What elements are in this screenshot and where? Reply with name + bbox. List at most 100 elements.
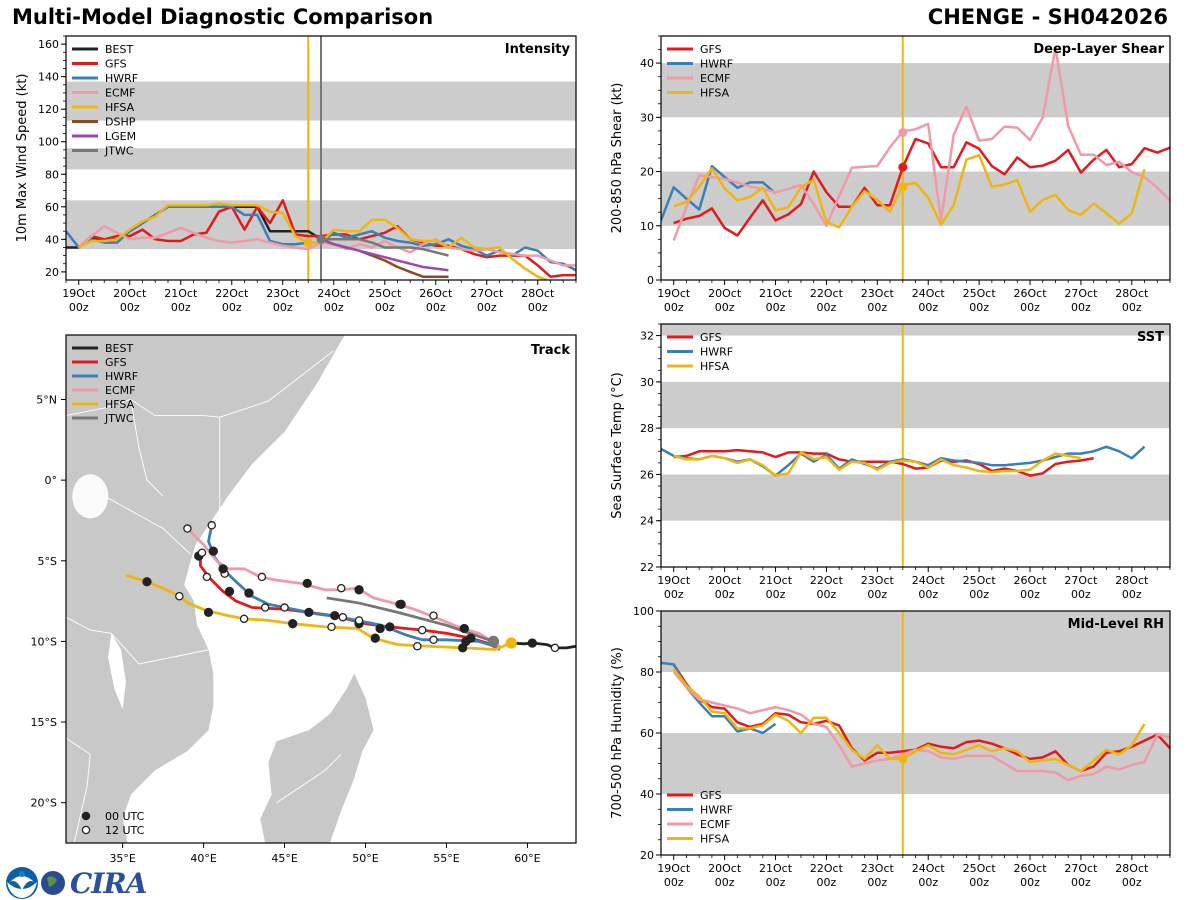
y-tick-label-intensity: 140 [38,71,59,84]
x-tick-label-intensity: 27Oct [470,287,504,300]
x-tick-sublabel-intensity: 00z [171,301,191,314]
marker-intensity-jtwc [316,234,326,244]
series-line-intensity-hfsa [78,202,550,280]
legend-label-hfsa: HFSA [700,87,730,100]
legend-label-dshp: DSHP [105,116,136,129]
y-tick-label-shear: 0 [647,274,654,287]
map-layer [66,335,576,843]
track-point-ecmf-open [197,548,207,557]
y-axis-label-rh: 700-500 hPa Humidity (%) [610,647,625,819]
x-tick-sublabel-rh: 00z [867,876,887,889]
x-tick-sublabel-intensity: 00z [120,301,140,314]
x-tick-label-sst: 22Oct [810,574,844,587]
legend-label-best: BEST [105,43,133,56]
x-tick-label-shear: 21Oct [759,287,793,300]
x-tick-sublabel-shear: 00z [1122,301,1142,314]
panel-title-track: Track [531,343,570,358]
y-axis-label-sst: Sea Surface Temp (°C) [610,372,625,519]
x-tick-label-sst: 25Oct [963,574,997,587]
x-tick-label-sst: 24Oct [912,574,946,587]
legend-label-hfsa: HFSA [700,833,730,846]
x-tick-label-shear: 20Oct [708,287,742,300]
x-tick-sublabel-rh: 00z [1020,876,1040,889]
panel-sst: 22242628303219Oct00z20Oct00z21Oct00z22Oc… [610,323,1171,601]
series-line-sst-gfs [673,448,1094,477]
y-axis-label-intensity: 10m Max Wind Speed (kt) [15,74,30,243]
x-tick-label-sst: 21Oct [759,574,793,587]
y-tick-label-shear: 20 [640,166,654,179]
y-tick-label-intensity: 40 [45,233,59,246]
panel-rh: 2040608010019Oct00z20Oct00z21Oct00z22Oct… [610,605,1171,889]
legend-label-ecmf: ECMF [105,87,135,100]
track-point-hfsa-filled [288,619,298,629]
series-line-shear-gfs [673,137,1170,237]
y-tick-label-rh: 60 [640,727,654,740]
x-tick-label-rh: 20Oct [708,862,742,875]
x-tick-label-rh: 23Oct [861,862,895,875]
legend-label-gfs: GFS [700,789,722,802]
x-tick-label-shear: 25Oct [963,287,997,300]
filled-dot-icon [81,811,91,821]
y-tick-label-track: 0° [45,474,58,487]
x-tick-sublabel-rh: 00z [1071,876,1091,889]
x-tick-label-sst: 27Oct [1064,574,1098,587]
x-tick-label-shear: 23Oct [861,287,895,300]
legend-label-hfsa: HFSA [700,360,730,373]
y-tick-label-rh: 100 [633,605,654,618]
x-tick-sublabel-sst: 00z [1071,588,1091,601]
x-tick-label-shear: 24Oct [912,287,946,300]
open-dot-icon [81,825,91,835]
track-point-hfsa-open [175,592,184,601]
x-tick-label-rh: 28Oct [1115,862,1149,875]
track-point-ecmf-filled [302,578,312,589]
x-tick-sublabel-intensity: 00z [324,301,344,314]
band-shear-1 [661,63,1170,118]
series-line-intensity-jtwc [321,238,449,257]
track-point-hwrf-open [354,616,364,625]
x-tick-label-sst: 19Oct [657,574,691,587]
x-tick-label-rh: 21Oct [759,862,793,875]
track-point-hwrf-filled [375,623,385,634]
track-point-gfs-filled [224,586,235,597]
track-point-hfsa-filled [203,607,214,618]
track-point-gfs-filled [330,610,340,621]
x-tick-label-intensity: 28Oct [521,287,555,300]
panel-intensity: 2040608010012014016019Oct00z20Oct00z21Oc… [15,35,577,314]
x-tick-label-intensity: 26Oct [419,287,453,300]
x-tick-label-intensity: 22Oct [215,287,249,300]
track-point-hwrf-filled [244,588,254,598]
y-tick-label-shear: 10 [640,220,654,233]
marker-shear-gfs [898,162,908,172]
lake-malawi [108,633,126,710]
track-point-ecmf-filled [396,599,406,609]
series-group-intensity [66,199,576,280]
y-tick-label-track: 5°S [38,555,57,568]
y-tick-label-sst: 22 [640,561,654,574]
x-tick-sublabel-intensity: 00z [477,301,497,314]
y-tick-label-sst: 28 [640,422,654,435]
band-sst-0 [661,474,1170,521]
border-line [130,399,164,497]
y-tick-label-sst: 24 [640,515,654,528]
track-point-ecmf-filled [354,585,364,595]
legend-label-gfs: GFS [105,58,127,71]
y-tick-label-rh: 20 [640,849,654,862]
track-point-hfsa-open [327,622,336,632]
marker-shear-hfsa [898,182,908,192]
legend-label-hfsa: HFSA [105,398,135,411]
border-line [276,753,342,804]
track-point-gfs-filled [304,607,314,618]
x-tick-label-shear: 27Oct [1064,287,1098,300]
legend-label-hwrf: HWRF [105,370,138,383]
x-tick-label-rh: 27Oct [1064,862,1098,875]
x-tick-sublabel-sst: 00z [817,588,837,601]
x-tick-label-sst: 20Oct [708,574,742,587]
legend-label-hfsa: HFSA [105,101,135,114]
track-point-hwrf-open [338,612,348,622]
noaa-emblem-icon [6,867,38,899]
cira-logo: CIRA [4,866,147,900]
y-tick-label-rh: 40 [640,788,654,801]
